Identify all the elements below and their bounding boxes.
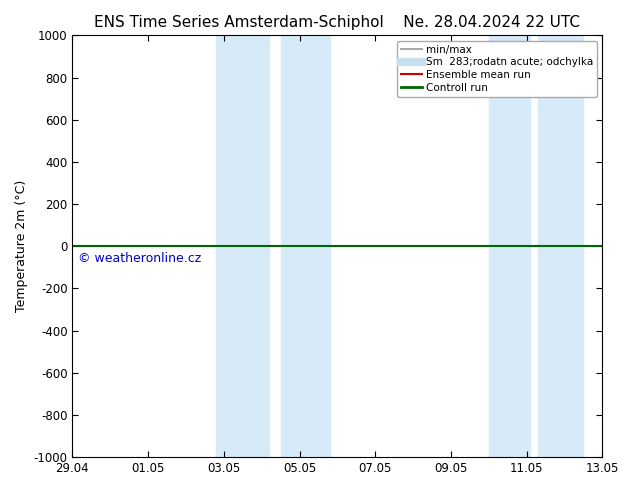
Y-axis label: Temperature 2m (°C): Temperature 2m (°C) xyxy=(15,180,28,312)
Legend: min/max, Sm  283;rodatn acute; odchylka, Ensemble mean run, Controll run: min/max, Sm 283;rodatn acute; odchylka, … xyxy=(396,41,597,97)
Title: ENS Time Series Amsterdam-Schiphol    Ne. 28.04.2024 22 UTC: ENS Time Series Amsterdam-Schiphol Ne. 2… xyxy=(94,15,580,30)
Text: © weatheronline.cz: © weatheronline.cz xyxy=(78,252,201,266)
Bar xyxy=(216,35,269,457)
Bar xyxy=(538,35,583,457)
Bar xyxy=(489,35,531,457)
Bar xyxy=(281,35,330,457)
